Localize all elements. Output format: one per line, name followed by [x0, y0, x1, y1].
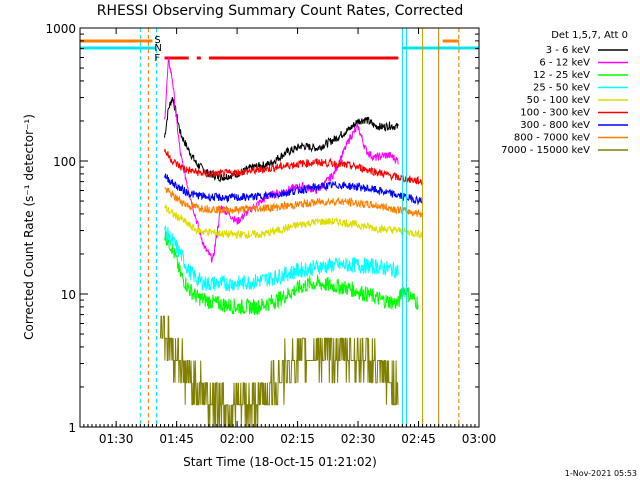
series-line-7: [164, 187, 423, 218]
x-tick-label: 03:00: [462, 432, 497, 446]
legend-label: 300 - 800 keV: [520, 120, 590, 131]
series-line-6: [164, 173, 423, 206]
axis-tick-labels: 01:30 01:45 02:00 02:15 02:30 02:45 03:00 1 10 10…: [45, 22, 496, 446]
x-tick-label: 02:15: [280, 432, 315, 446]
legend-label: 6 - 12 keV: [539, 58, 590, 69]
legend-label: 800 - 7000 keV: [514, 133, 590, 144]
legend-title: Det 1,5,7, Att 0: [551, 30, 628, 41]
series-line-5: [164, 148, 423, 187]
flag-label-N: N: [154, 43, 161, 54]
plot-frame: [79, 27, 480, 428]
x-tick-label: 02:00: [220, 432, 255, 446]
legend-label: 12 - 25 keV: [533, 70, 590, 81]
y-tick-label: 10: [61, 288, 76, 302]
y-tick-label: 100: [53, 155, 76, 169]
series-line-0: [164, 96, 399, 183]
y-tick-label: 1000: [45, 22, 76, 36]
legend-label: 50 - 100 keV: [527, 95, 591, 106]
y-axis-label: Corrected Count Rate (s⁻¹ detector⁻¹): [22, 114, 36, 340]
axis-ticks: [80, 27, 480, 428]
flag-labels: SNF: [154, 35, 161, 64]
series-group: [160, 57, 423, 428]
series-line-2: [164, 230, 419, 316]
vertical-markers: [139, 28, 460, 427]
legend-label: 25 - 50 keV: [533, 83, 590, 94]
series-line-4: [164, 203, 423, 240]
footer-timestamp: 1-Nov-2021 05:53: [565, 469, 637, 478]
series-line-3: [164, 225, 399, 292]
series-line-1: [164, 57, 399, 263]
y-tick-label: 1: [68, 421, 76, 435]
x-tick-label: 01:30: [99, 432, 134, 446]
x-tick-label: 01:45: [159, 432, 194, 446]
x-axis-label: Start Time (18-Oct-15 01:21:02): [183, 455, 377, 469]
x-tick-label: 02:45: [401, 432, 436, 446]
chart-title: RHESSI Observing Summary Count Rates, Co…: [97, 3, 463, 19]
x-tick-label: 02:30: [341, 432, 376, 446]
series-line-8: [160, 315, 399, 428]
flag-label-F: F: [154, 53, 160, 64]
legend-label: 3 - 6 keV: [546, 45, 590, 56]
legend-label: 100 - 300 keV: [520, 108, 590, 119]
flag-label-S: S: [154, 35, 160, 46]
legend-label: 7000 - 15000 keV: [501, 145, 590, 156]
